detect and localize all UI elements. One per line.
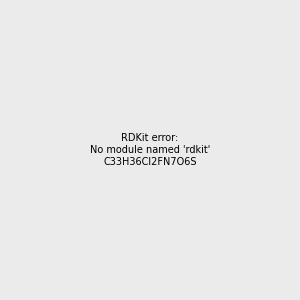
Text: RDKit error:
No module named 'rdkit'
C33H36Cl2FN7O6S: RDKit error: No module named 'rdkit' C33… <box>90 134 210 166</box>
